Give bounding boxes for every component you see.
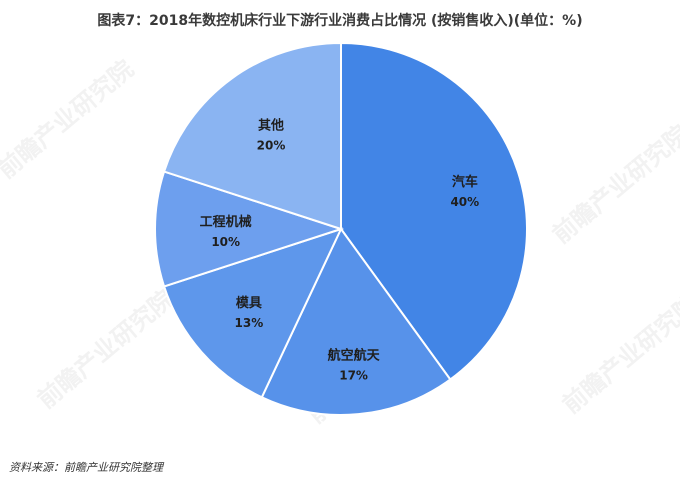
pie-slice xyxy=(340,41,528,381)
slice-value-label: 10% xyxy=(211,235,240,249)
slice-label: 汽车 xyxy=(452,174,478,190)
slice-value-label: 13% xyxy=(235,316,264,330)
slice-label: 模具 xyxy=(236,295,262,311)
pie-slice xyxy=(162,41,342,231)
pie-slices xyxy=(154,41,528,416)
pie-labels: 汽车 40% 航空航天 17% 模具 13% 工程机械 10% 其他 20% xyxy=(200,118,480,383)
slice-value-label: 20% xyxy=(257,139,286,153)
source-note: 资料来源：前瞻产业研究院整理 xyxy=(9,461,163,474)
slice-label: 其他 xyxy=(258,118,284,134)
pie-slice xyxy=(260,227,452,416)
slice-label: 航空航天 xyxy=(328,347,381,363)
slice-value-label: 40% xyxy=(450,195,479,209)
pie-slice xyxy=(154,170,345,288)
slice-value-label: 17% xyxy=(339,368,368,382)
slice-label: 工程机械 xyxy=(200,214,252,230)
chart-title: 图表7：2018年数控机床行业下游行业消费占比情况 (按销售收入)(单位：%) xyxy=(97,13,583,29)
pie-slice xyxy=(162,227,343,399)
